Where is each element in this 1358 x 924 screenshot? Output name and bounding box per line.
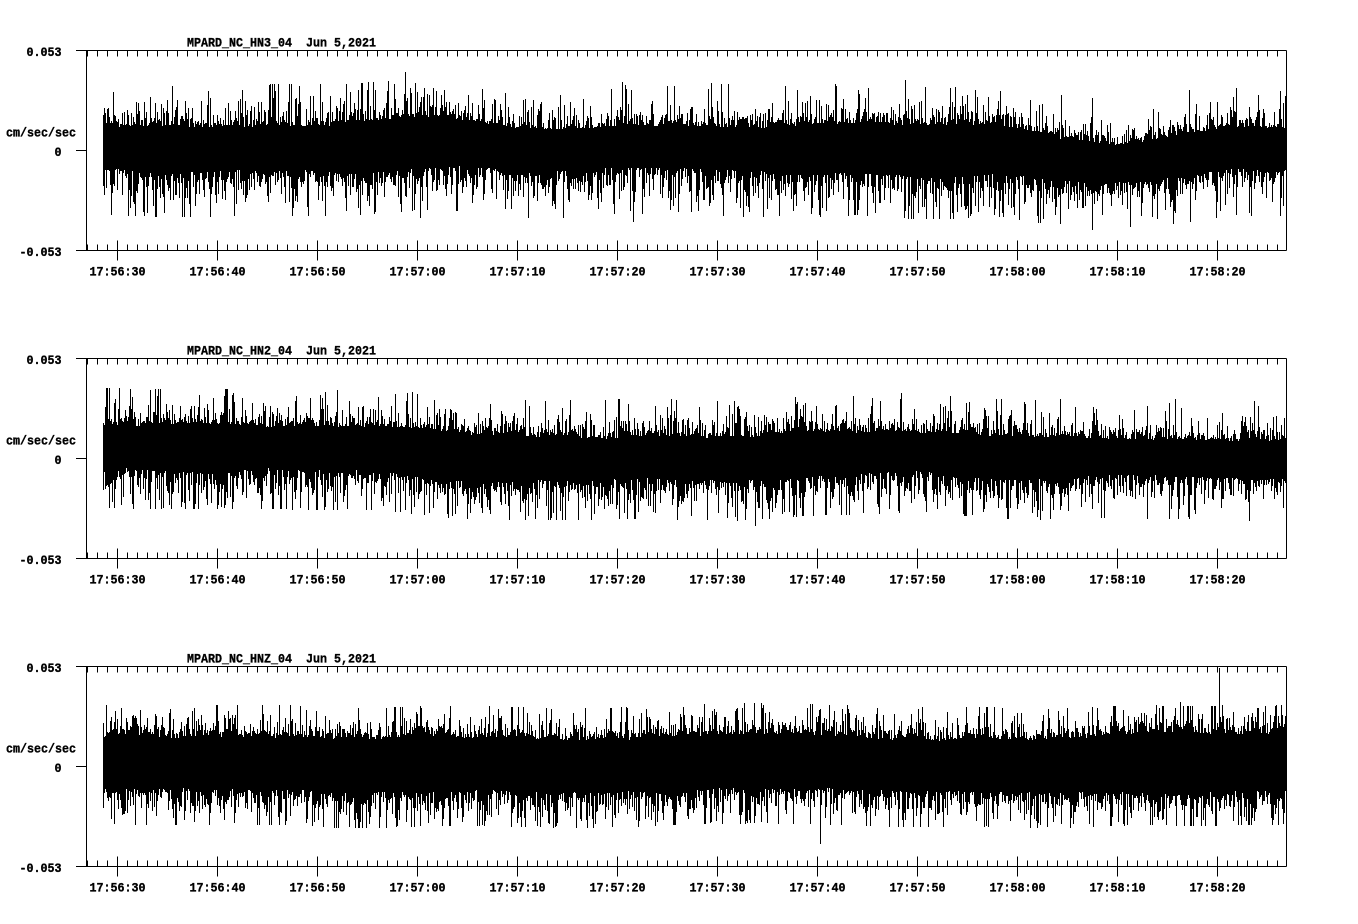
svg-text:0.053: 0.053 <box>27 45 62 60</box>
svg-text:17:56:30: 17:56:30 <box>90 265 146 280</box>
svg-text:MPARD_NC_HN3_04 Jun 5,2021: MPARD_NC_HN3_04 Jun 5,2021 <box>187 36 376 51</box>
svg-text:17:57:40: 17:57:40 <box>790 265 846 280</box>
svg-text:MPARD_NC_HNZ_04 Jun 5,2021: MPARD_NC_HNZ_04 Jun 5,2021 <box>187 652 376 667</box>
svg-text:17:57:20: 17:57:20 <box>590 265 646 280</box>
svg-text:17:57:10: 17:57:10 <box>490 265 546 280</box>
svg-text:0: 0 <box>55 145 62 160</box>
svg-text:cm/sec/sec: cm/sec/sec <box>6 126 76 141</box>
svg-text:17:57:50: 17:57:50 <box>890 265 946 280</box>
svg-text:MPARD_NC_HN2_04 Jun 5,2021: MPARD_NC_HN2_04 Jun 5,2021 <box>187 344 376 359</box>
svg-text:17:57:00: 17:57:00 <box>390 265 446 280</box>
svg-text:17:57:30: 17:57:30 <box>690 265 746 280</box>
svg-text:17:58:00: 17:58:00 <box>990 265 1046 280</box>
svg-text:17:58:20: 17:58:20 <box>1190 265 1246 280</box>
svg-text:17:56:50: 17:56:50 <box>290 265 346 280</box>
svg-text:17:58:10: 17:58:10 <box>1090 265 1146 280</box>
svg-text:-0.053: -0.053 <box>20 245 62 260</box>
svg-text:17:56:40: 17:56:40 <box>190 265 246 280</box>
